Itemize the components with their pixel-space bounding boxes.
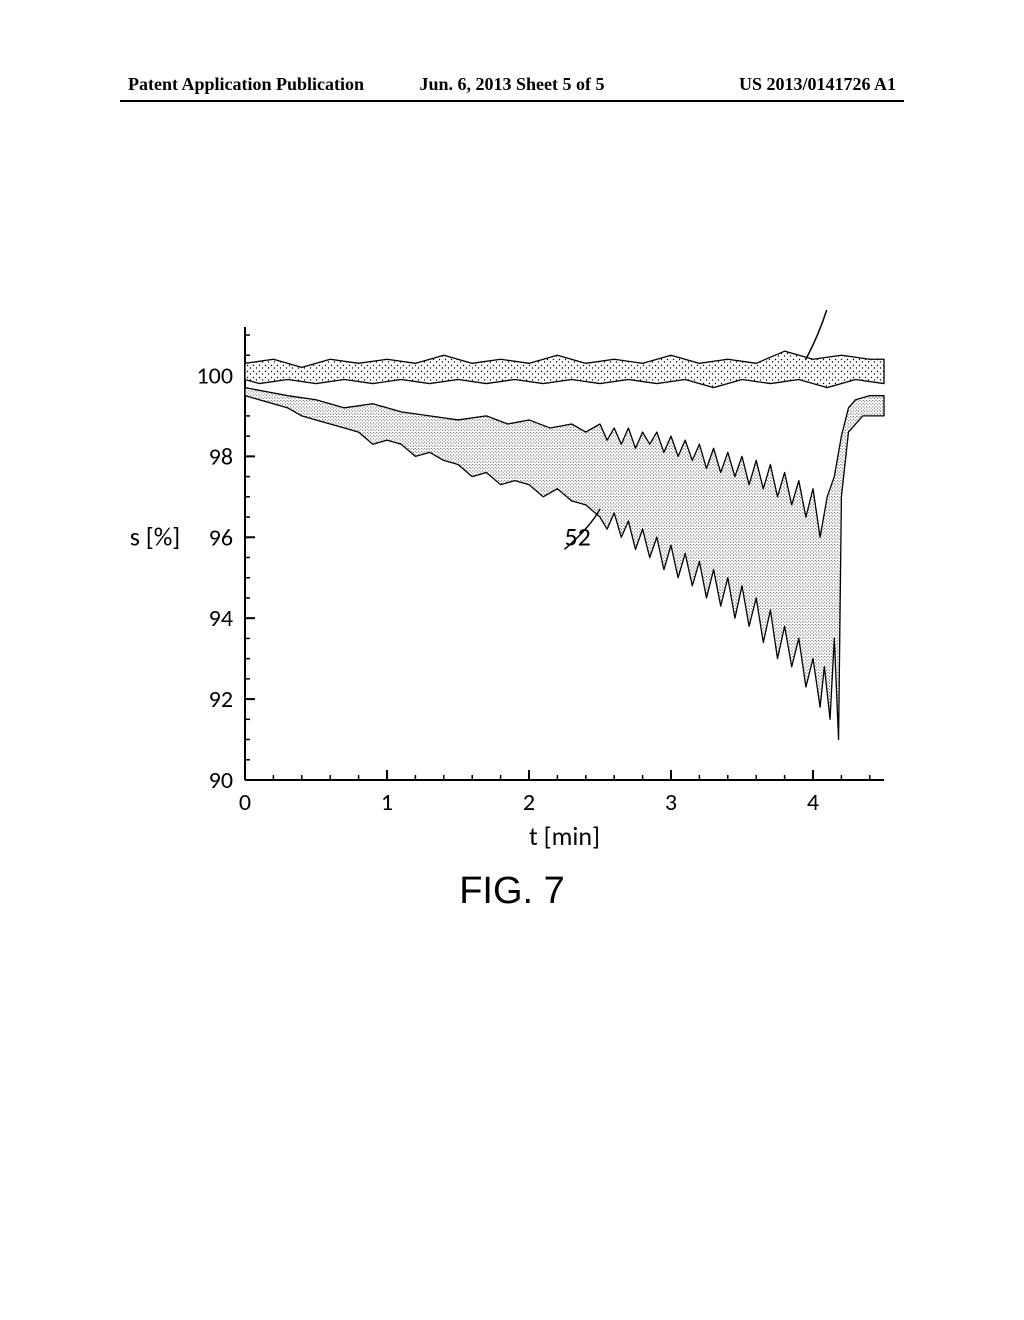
- header-publication-type: Patent Application Publication: [128, 74, 384, 95]
- svg-text:s [%]: s [%]: [130, 520, 181, 552]
- svg-text:2: 2: [523, 788, 535, 817]
- svg-text:0: 0: [239, 788, 251, 817]
- chart-svg: 909294969810001234s [%]t [min]5152: [120, 310, 904, 870]
- svg-text:90: 90: [209, 766, 233, 795]
- header-date-sheet: Jun. 6, 2013 Sheet 5 of 5: [384, 74, 640, 95]
- figure-label: FIG. 7: [0, 870, 1024, 913]
- svg-text:94: 94: [209, 604, 233, 633]
- figure-7: 909294969810001234s [%]t [min]5152: [120, 310, 904, 870]
- patent-header: Patent Application Publication Jun. 6, 2…: [0, 74, 1024, 95]
- svg-text:100: 100: [197, 361, 234, 390]
- header-publication-number: US 2013/0141726 A1: [640, 74, 896, 95]
- header-rule: [120, 100, 904, 102]
- svg-text:4: 4: [807, 788, 819, 817]
- svg-text:3: 3: [665, 788, 677, 817]
- svg-text:96: 96: [209, 523, 233, 552]
- svg-text:t [min]: t [min]: [529, 820, 600, 852]
- svg-text:52: 52: [565, 520, 591, 552]
- svg-text:92: 92: [209, 685, 233, 714]
- svg-text:1: 1: [381, 788, 393, 817]
- svg-text:98: 98: [209, 442, 233, 471]
